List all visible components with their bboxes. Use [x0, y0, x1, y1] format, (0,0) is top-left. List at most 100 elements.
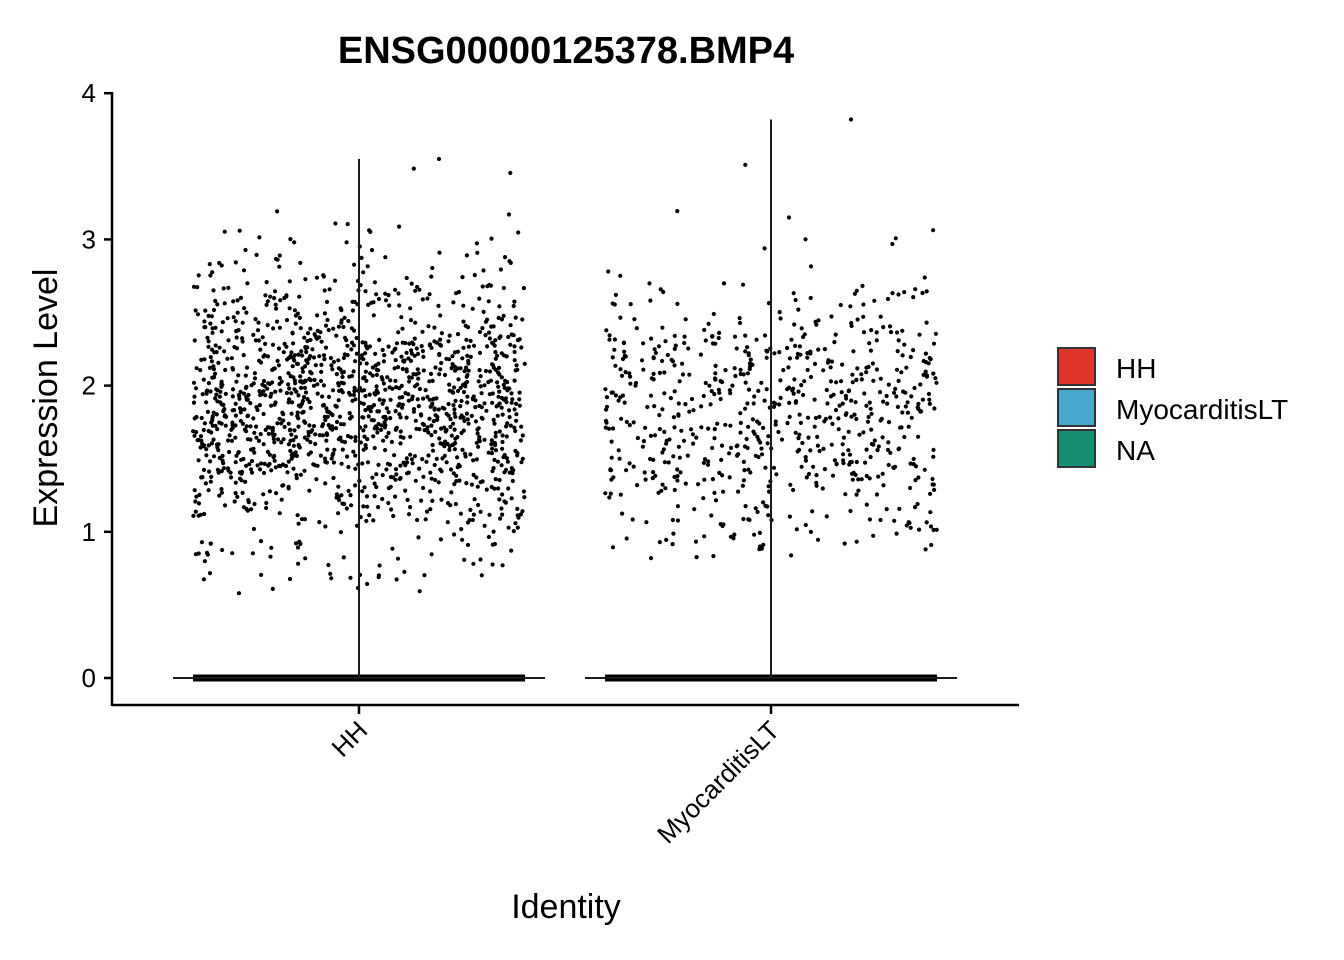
expression-point	[361, 270, 366, 275]
expression-point	[916, 401, 921, 406]
expression-point	[371, 434, 376, 439]
expression-point	[657, 540, 662, 545]
expression-point	[785, 421, 790, 426]
expression-point	[737, 320, 743, 326]
expression-point	[352, 389, 357, 394]
expression-point	[252, 376, 258, 381]
expression-point	[449, 433, 454, 438]
expression-point	[672, 389, 677, 394]
expression-point	[287, 306, 292, 311]
expression-point	[235, 298, 240, 303]
expression-point	[215, 427, 220, 432]
expression-point	[766, 434, 771, 439]
expression-point	[208, 321, 213, 326]
expression-point	[206, 313, 211, 318]
expression-point	[917, 332, 922, 337]
expression-point	[287, 279, 292, 284]
expression-point	[477, 350, 483, 355]
expression-point	[232, 344, 237, 350]
expression-point	[452, 532, 457, 537]
expression-point	[222, 503, 228, 508]
expression-point	[746, 387, 752, 392]
expression-point	[291, 341, 296, 346]
expression-point	[672, 474, 677, 480]
expression-point	[890, 241, 895, 247]
expression-point	[814, 473, 819, 478]
expression-point	[727, 388, 733, 393]
expression-point	[491, 529, 496, 534]
expression-point	[380, 401, 385, 406]
expression-point	[482, 523, 487, 528]
expression-point	[292, 387, 297, 392]
expression-point	[383, 423, 388, 428]
expression-point	[743, 504, 748, 509]
expression-point	[468, 507, 473, 512]
expression-point	[834, 380, 839, 385]
expression-point	[465, 353, 470, 358]
expression-point	[380, 347, 385, 353]
expression-point	[503, 396, 508, 401]
expression-point	[391, 475, 396, 480]
expression-point	[676, 444, 682, 449]
expression-point	[383, 387, 388, 392]
expression-point	[906, 424, 911, 429]
expression-point	[622, 400, 627, 405]
expression-point	[373, 351, 378, 356]
expression-point	[762, 333, 768, 338]
expression-point	[261, 470, 267, 476]
expression-point	[745, 401, 750, 406]
expression-point	[204, 391, 209, 396]
expression-point	[301, 409, 306, 414]
expression-point	[428, 404, 433, 409]
expression-point	[641, 367, 646, 372]
expression-point	[213, 396, 218, 401]
expression-point	[193, 386, 199, 391]
expression-point	[240, 339, 245, 344]
expression-point	[787, 356, 793, 361]
expression-point	[916, 434, 921, 439]
expression-point	[243, 247, 248, 253]
expression-point	[931, 228, 936, 233]
expression-point	[448, 417, 453, 422]
expression-point	[336, 324, 341, 329]
expression-point	[812, 397, 817, 402]
expression-point	[387, 462, 392, 467]
expression-point	[490, 542, 495, 547]
expression-point	[288, 427, 293, 432]
expression-point	[451, 385, 457, 390]
expression-point	[777, 402, 782, 407]
expression-point	[895, 330, 900, 335]
expression-point	[856, 477, 861, 482]
expression-point	[904, 365, 909, 370]
expression-point	[305, 331, 311, 336]
expression-point	[411, 166, 416, 171]
expression-point	[442, 453, 447, 458]
expression-point	[225, 356, 230, 361]
expression-point	[405, 471, 410, 476]
expression-point	[417, 427, 422, 432]
expression-point	[871, 533, 876, 538]
expression-point	[402, 358, 407, 363]
expression-point	[413, 320, 418, 325]
expression-point	[486, 534, 491, 540]
expression-point	[500, 563, 505, 568]
expression-point	[493, 434, 498, 439]
expression-point	[515, 506, 520, 511]
expression-point	[286, 459, 291, 464]
expression-point	[461, 345, 466, 350]
expression-point	[841, 458, 846, 463]
expression-point	[493, 477, 498, 482]
expression-point	[206, 381, 211, 386]
expression-point	[321, 353, 327, 358]
expression-point	[218, 389, 223, 394]
expression-point	[641, 439, 647, 444]
expression-point	[360, 461, 365, 466]
expression-point	[709, 389, 714, 394]
expression-point	[738, 371, 743, 377]
expression-point	[921, 372, 926, 377]
expression-point	[252, 371, 257, 376]
expression-point	[800, 440, 805, 446]
expression-point	[489, 442, 494, 447]
expression-point	[903, 404, 908, 409]
expression-point	[499, 351, 504, 356]
